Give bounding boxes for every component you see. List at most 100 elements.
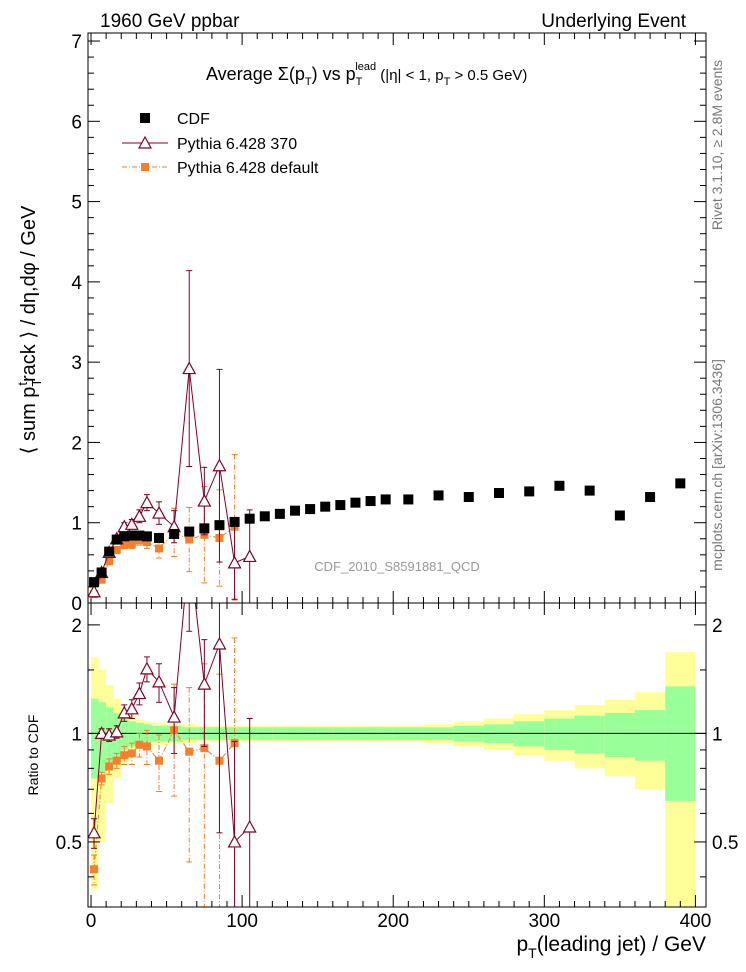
uncertainty-band-inner xyxy=(128,721,137,747)
legend: CDF Pythia 6.428 370 Pythia 6.428 default xyxy=(122,111,319,177)
data-point-pythia370 xyxy=(152,674,167,688)
data-point-cdf xyxy=(119,531,130,542)
data-point-pythia-default xyxy=(135,740,144,749)
data-point-pythia370 xyxy=(132,686,147,700)
data-point-pythia370 xyxy=(197,676,212,690)
data-point-cdf xyxy=(199,523,210,534)
data-point-pythia-default xyxy=(105,762,114,771)
data-point-pythia-default xyxy=(97,774,106,783)
uncertainty-band-inner xyxy=(514,721,545,747)
data-point-cdf xyxy=(169,528,180,539)
legend-label: Pythia 6.428 370 xyxy=(177,136,297,153)
data-point-pythia370 xyxy=(139,661,154,675)
data-point-pythia-default xyxy=(97,575,106,584)
uncertainty-band-inner xyxy=(91,698,99,779)
ratio-y-tick-label-right: 1 xyxy=(712,724,723,745)
series-line-pythia370 xyxy=(93,368,250,592)
series-line-pythia370 xyxy=(93,603,251,844)
data-point-cdf xyxy=(96,567,107,578)
data-point-pythia370 xyxy=(212,636,227,650)
data-point-cdf xyxy=(554,480,565,491)
x-axis-title: pT(leading jet) / GeV xyxy=(516,933,706,961)
uncertainty-band-inner xyxy=(121,718,129,750)
data-point-pythia370 xyxy=(109,724,124,738)
data-point-pythia-default xyxy=(112,756,121,765)
data-point-pythia-default xyxy=(105,557,114,566)
main-y-tick-label: 6 xyxy=(71,112,82,133)
data-point-pythia370 xyxy=(88,584,102,598)
data-point-pythia370 xyxy=(212,458,227,472)
data-point-cdf xyxy=(134,530,145,541)
data-point-pythia-default xyxy=(142,537,151,546)
data-point-pythia370 xyxy=(197,493,212,507)
data-point-cdf xyxy=(493,488,504,499)
ratio-y-tick-label: 0.5 xyxy=(56,833,82,854)
ratio-data-layer xyxy=(88,603,706,907)
main-y-tick-label: 0 xyxy=(71,594,82,615)
data-point-cdf xyxy=(229,516,240,527)
uncertainty-band-inner xyxy=(574,715,605,754)
uncertainty-band-inner xyxy=(544,718,575,750)
data-point-cdf xyxy=(290,505,301,516)
main-y-tick-label: 2 xyxy=(71,433,82,454)
data-point-pythia370 xyxy=(124,701,139,715)
data-point-cdf xyxy=(350,497,361,508)
data-point-pythia370 xyxy=(227,555,242,569)
data-point-cdf xyxy=(111,534,122,545)
data-point-cdf xyxy=(89,577,100,588)
data-point-cdf xyxy=(675,478,686,489)
data-point-pythia-default xyxy=(185,747,194,756)
data-point-cdf xyxy=(365,496,376,507)
x-tick-label: 200 xyxy=(377,911,409,932)
data-point-cdf xyxy=(320,501,331,512)
data-point-pythia370 xyxy=(88,825,102,839)
main-y-tick-label: 1 xyxy=(71,514,82,535)
data-point-pythia370 xyxy=(139,495,154,509)
data-point-pythia-default xyxy=(200,744,209,753)
data-point-pythia370 xyxy=(132,509,147,522)
legend-marker-pythia-default xyxy=(141,163,149,171)
chart-title: Average Σ(pT) vs pTlead (|η| < 1, pT > 0… xyxy=(206,61,527,88)
legend-marker-pythia370 xyxy=(137,135,153,149)
data-point-cdf xyxy=(184,526,195,537)
data-point-cdf xyxy=(126,530,137,541)
data-point-cdf xyxy=(433,490,444,501)
main-panel: 0 1 2 3 4 5 6 7 CDF Pythia 6.428 370 Pythia 6.428 … xyxy=(71,32,707,615)
data-point-cdf xyxy=(154,532,165,543)
data-point-pythia-default xyxy=(155,756,164,765)
data-point-pythia-default xyxy=(112,546,121,555)
x-tick-label: 0 xyxy=(86,911,97,932)
data-point-pythia370 xyxy=(152,505,167,519)
data-point-cdf xyxy=(259,511,270,522)
data-point-pythia-default xyxy=(127,749,136,758)
ratio-panel: 0.5 0.5 1 1 2 2 0 100 200 300 400 xyxy=(56,602,738,932)
data-point-pythia370 xyxy=(227,834,242,848)
data-point-pythia-default xyxy=(120,541,129,550)
analysis-label: CDF_2010_S8591881_QCD xyxy=(314,559,480,574)
ratio-y-tick-label: 1 xyxy=(71,724,82,745)
main-data-layer xyxy=(88,270,686,603)
data-point-pythia-default xyxy=(127,540,136,549)
data-point-pythia370 xyxy=(182,361,197,375)
data-point-cdf xyxy=(305,504,316,515)
uncertainty-band-inner xyxy=(665,686,696,801)
ratio-y-tick-label-right: 0.5 xyxy=(712,833,738,854)
rivet-label: Rivet 3.1.10, ≥ 2.8M events xyxy=(709,60,725,230)
data-point-cdf xyxy=(645,492,656,503)
data-point-cdf xyxy=(463,492,474,503)
data-point-cdf xyxy=(274,508,285,519)
event-type-label: Underlying Event xyxy=(541,11,686,32)
data-point-pythia370 xyxy=(242,819,257,833)
data-point-pythia-default xyxy=(142,742,151,751)
ratio-y-tick-label: 2 xyxy=(71,616,82,637)
data-point-cdf xyxy=(584,485,595,496)
x-tick-label: 400 xyxy=(680,911,712,932)
data-point-cdf xyxy=(614,510,625,521)
legend-marker-cdf xyxy=(140,113,150,123)
uncertainty-band-inner xyxy=(634,710,666,761)
uncertainty-band-inner xyxy=(604,712,635,758)
data-point-cdf xyxy=(380,494,391,505)
ratio-plot-frame xyxy=(87,602,707,908)
ratio-y-tick-label-right: 2 xyxy=(712,616,723,637)
data-point-pythia-default xyxy=(90,865,99,874)
